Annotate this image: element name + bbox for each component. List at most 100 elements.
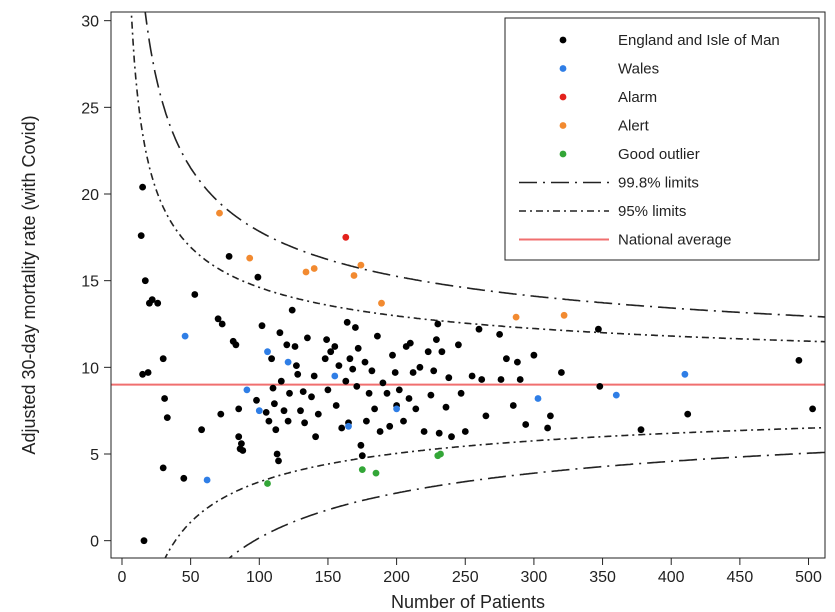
data-point (560, 311, 568, 319)
data-point (286, 389, 293, 397)
data-point (409, 369, 417, 376)
data-point (144, 369, 152, 376)
data-point (372, 469, 380, 477)
data-point (445, 374, 453, 382)
x-tick-label: 0 (118, 569, 127, 586)
data-point (448, 433, 455, 441)
data-point (273, 450, 281, 458)
legend-item: Good outlier (559, 146, 700, 163)
legend-marker (559, 122, 567, 129)
data-point (262, 409, 270, 416)
data-point (596, 383, 604, 390)
y-tick-label: 5 (90, 447, 99, 464)
data-point (148, 296, 156, 304)
data-point (310, 265, 318, 272)
data-point (265, 417, 273, 425)
x-tick-label: 350 (589, 569, 616, 586)
legend-label: National average (618, 232, 731, 249)
data-point (376, 428, 384, 435)
data-point (349, 365, 357, 373)
legend-item: National average (519, 232, 731, 249)
y-tick-label: 0 (90, 534, 99, 551)
data-point (139, 183, 147, 191)
data-point (255, 407, 263, 415)
data-point (161, 395, 169, 402)
data-point (374, 332, 381, 340)
data-point (386, 422, 394, 430)
legend-item: Alarm (559, 89, 657, 106)
data-point (283, 341, 291, 349)
data-point (435, 429, 443, 437)
data-point (293, 362, 300, 369)
plot-area (111, 12, 825, 558)
data-point (379, 379, 387, 387)
data-point (438, 348, 446, 356)
legend-marker (559, 65, 567, 72)
data-point (357, 261, 365, 269)
data-point (461, 428, 469, 435)
data-point (681, 370, 689, 378)
data-point (522, 421, 530, 428)
series-4 (264, 450, 444, 487)
series-0 (137, 183, 816, 545)
data-point (159, 355, 167, 363)
data-point (475, 325, 483, 333)
data-point (302, 268, 310, 276)
data-point (140, 537, 148, 545)
data-point (314, 410, 322, 418)
data-point (345, 422, 352, 430)
data-point (277, 377, 285, 385)
legend-marker (559, 36, 567, 44)
data-point (338, 424, 346, 432)
legend-item: Wales (559, 61, 659, 78)
data-point (378, 299, 385, 307)
data-point (271, 400, 278, 408)
data-point (468, 372, 476, 380)
data-point (335, 362, 343, 369)
legend-label: Alarm (618, 89, 657, 106)
data-point (163, 414, 171, 421)
plot-inner (111, 12, 825, 558)
data-point (275, 457, 282, 465)
data-point (217, 410, 225, 418)
data-point (455, 341, 462, 349)
data-point (530, 351, 538, 359)
data-point (288, 306, 296, 314)
legend: England and Isle of Man Wales Alarm Alert Go… (504, 17, 820, 261)
legend-box (504, 17, 820, 261)
data-point (154, 299, 162, 307)
data-point (363, 417, 370, 425)
data-point (214, 315, 222, 323)
data-point (331, 343, 339, 350)
legend-label: Alert (618, 118, 650, 135)
data-point (795, 357, 803, 364)
data-point (503, 355, 510, 363)
data-point (310, 372, 318, 380)
data-point (437, 450, 444, 458)
data-point (332, 402, 340, 409)
legend-label: 99.8% limits (618, 175, 699, 192)
data-point (299, 388, 307, 395)
data-point (496, 331, 503, 338)
x-tick-label: 150 (315, 569, 342, 586)
data-point (294, 370, 302, 378)
data-point (809, 405, 816, 413)
y-tick-label: 30 (81, 14, 99, 31)
legend-item: England and Isle of Man (559, 32, 780, 49)
series-3 (216, 209, 568, 321)
x-tick-label: 200 (383, 569, 410, 586)
data-point (216, 209, 223, 217)
x-tick-label: 250 (452, 569, 479, 586)
data-point (343, 318, 351, 326)
data-point (371, 405, 378, 413)
data-point (406, 339, 414, 347)
data-point (516, 376, 524, 383)
data-point (354, 344, 362, 352)
data-point (368, 367, 376, 375)
data-point (357, 441, 365, 449)
data-point (235, 405, 243, 413)
data-point (308, 393, 315, 401)
y-axis-label: Adjusted 30-day mortality rate (with Cov… (19, 115, 39, 454)
data-point (324, 386, 332, 394)
